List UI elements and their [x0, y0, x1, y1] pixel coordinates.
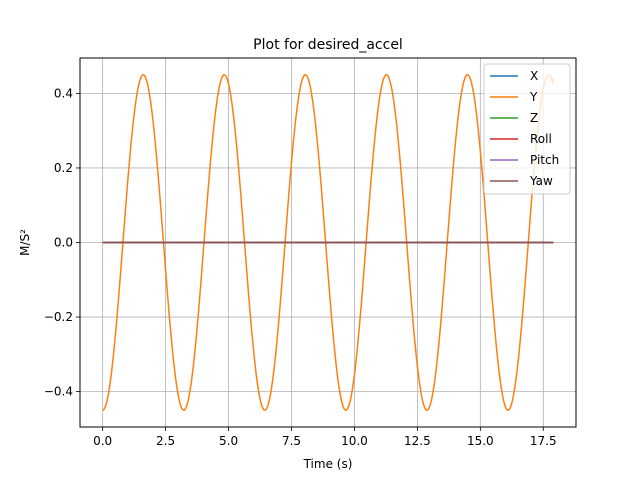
x-axis-label: Time (s) [303, 457, 353, 471]
plot-area [102, 73, 555, 412]
x-tick-label: 2.5 [156, 434, 175, 448]
y-tick-label: 0.2 [54, 161, 73, 175]
y-tick-label: 0.4 [54, 86, 73, 100]
y-axis-label: M/S² [18, 229, 32, 256]
legend-entry: Yaw [529, 174, 553, 188]
x-tick-label: 5.0 [219, 434, 238, 448]
x-tick-label: 15.0 [467, 434, 494, 448]
x-axis: 0.0 2.5 5.0 7.5 10.0 12.5 15.0 17.5 [93, 427, 557, 448]
legend-entry: Pitch [530, 153, 559, 167]
y-axis: −0.4 −0.2 0.0 0.2 0.4 [44, 86, 80, 399]
legend-box [483, 63, 571, 195]
y-tick-label: −0.2 [44, 310, 73, 324]
legend-entry: Z [530, 111, 538, 125]
chart-title: Plot for desired_accel [253, 37, 403, 53]
x-tick-label: 0.0 [93, 434, 112, 448]
x-tick-label: 10.0 [341, 434, 368, 448]
x-tick-label: 12.5 [404, 434, 431, 448]
x-tick-label: 7.5 [282, 434, 301, 448]
y-tick-label: −0.4 [44, 385, 73, 399]
legend-entry: X [530, 69, 538, 83]
x-tick-label: 17.5 [530, 434, 557, 448]
series-line-y [102, 73, 555, 412]
y-tick-label: 0.0 [54, 236, 73, 250]
legend: XYZ Roll Pitch Yaw [483, 63, 571, 195]
legend-entry: Y [529, 90, 538, 104]
legend-entry: Roll [530, 132, 552, 146]
